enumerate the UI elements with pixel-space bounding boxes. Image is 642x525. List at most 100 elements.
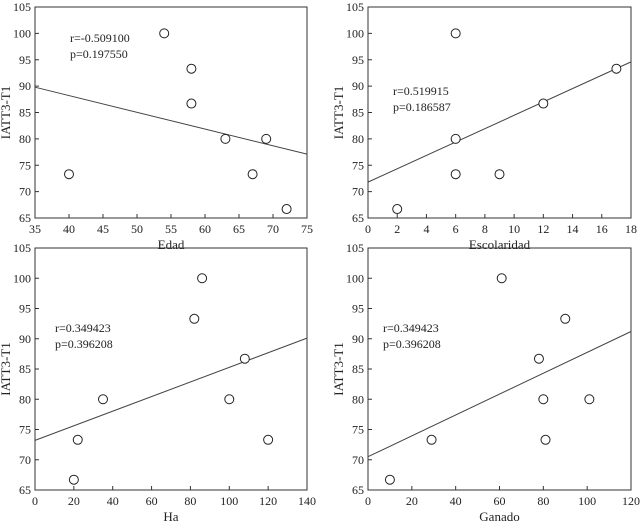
data-point <box>68 474 79 485</box>
y-tick-label: 90 <box>19 79 31 93</box>
y-tick-label: 100 <box>13 271 31 285</box>
data-point <box>247 169 258 180</box>
x-tick-label: 12 <box>537 222 549 236</box>
y-tick-label: 95 <box>19 53 31 67</box>
x-tick-label: 120 <box>622 494 640 508</box>
y-tick-label: 100 <box>346 26 364 40</box>
data-point <box>540 434 551 445</box>
data-point <box>159 28 170 39</box>
data-point <box>220 133 231 144</box>
data-point <box>224 394 235 405</box>
plot-frame <box>34 247 308 491</box>
x-tick-label: 80 <box>184 494 196 508</box>
data-point <box>186 63 197 74</box>
y-tick-label: 95 <box>19 302 31 316</box>
x-axis-label: Edad <box>158 237 185 252</box>
correlation-annotation: r=0.349423 <box>383 321 439 335</box>
x-tick-label: 50 <box>131 222 143 236</box>
x-tick-label: 80 <box>537 494 549 508</box>
x-tick-label: 2 <box>394 222 400 236</box>
scatter-panel-3: 0 20 40 60 80 100 120 140 65 70 75 80 85 90 95 100 105 Ha… <box>0 241 316 524</box>
y-tick-label: 70 <box>19 453 31 467</box>
y-axis-label: IATT3-T1 <box>331 86 346 139</box>
x-tick-label: 0 <box>365 494 371 508</box>
data-point <box>496 273 507 284</box>
data-point <box>72 434 83 445</box>
y-tick-label: 80 <box>19 392 31 406</box>
x-tick-label: 40 <box>107 494 119 508</box>
correlation-annotation: r=-0.509100 <box>70 31 130 45</box>
x-tick-label: 0 <box>365 222 371 236</box>
x-tick-label: 0 <box>32 494 38 508</box>
y-axis-label: IATT3-T1 <box>0 86 13 139</box>
correlation-annotation: p=0.396208 <box>55 337 113 351</box>
x-tick-label: 10 <box>508 222 520 236</box>
data-point <box>450 28 461 39</box>
y-tick-label: 85 <box>19 362 31 376</box>
x-tick-label: 60 <box>494 494 506 508</box>
data-point <box>538 98 549 109</box>
x-tick-label: 8 <box>482 222 488 236</box>
y-tick-label: 75 <box>352 423 364 437</box>
correlation-annotation: r=0.519915 <box>393 84 449 98</box>
y-tick-label: 90 <box>352 79 364 93</box>
x-tick-label: 4 <box>423 222 429 236</box>
data-point <box>611 63 622 74</box>
x-tick-label: 100 <box>220 494 238 508</box>
plot-frame <box>367 247 632 491</box>
y-tick-label: 65 <box>352 211 364 225</box>
y-tick-label: 85 <box>352 106 364 120</box>
y-tick-label: 80 <box>19 132 31 146</box>
x-tick-label: 60 <box>146 494 158 508</box>
data-point <box>560 313 571 324</box>
data-point <box>538 394 549 405</box>
y-tick-label: 105 <box>13 0 31 14</box>
data-point <box>239 353 250 364</box>
data-point <box>98 394 108 405</box>
scatter-panel-2: 0 2 4 6 8 10 12 14 16 18 65 70 75 80 85 90 95 100 105 Escol… <box>331 0 637 252</box>
x-tick-label: 65 <box>233 222 245 236</box>
data-point <box>584 394 595 405</box>
x-tick-label: 100 <box>578 494 596 508</box>
data-point <box>189 313 200 324</box>
x-tick-label: 40 <box>63 222 75 236</box>
data-point <box>263 434 274 445</box>
data-point <box>281 204 292 215</box>
data-point <box>197 273 208 284</box>
y-tick-label: 100 <box>13 26 31 40</box>
x-axis-label: Ha <box>163 509 178 524</box>
y-tick-label: 85 <box>19 106 31 120</box>
y-tick-label: 65 <box>19 211 31 225</box>
y-tick-label: 75 <box>352 158 364 172</box>
scatter-panel-4: 0 20 40 60 80 100 120 65 70 75 80 85 90 95 100 105 Ganad… <box>331 241 640 524</box>
data-point <box>384 474 395 485</box>
x-tick-label: 20 <box>68 494 80 508</box>
regression-line <box>367 331 632 458</box>
x-tick-label: 6 <box>453 222 459 236</box>
y-tick-label: 70 <box>352 453 364 467</box>
y-tick-label: 75 <box>19 423 31 437</box>
y-tick-label: 70 <box>19 185 31 199</box>
x-tick-label: 120 <box>259 494 277 508</box>
y-axis-label: IATT3-T1 <box>0 342 13 395</box>
y-tick-label: 80 <box>352 392 364 406</box>
data-point <box>186 98 197 109</box>
y-tick-label: 105 <box>13 241 31 255</box>
x-tick-label: 14 <box>567 222 579 236</box>
regression-line <box>367 61 632 183</box>
y-tick-label: 90 <box>19 332 31 346</box>
x-tick-label: 45 <box>97 222 109 236</box>
data-point <box>450 169 461 180</box>
y-tick-label: 90 <box>352 332 364 346</box>
x-tick-label: 70 <box>267 222 279 236</box>
regression-line <box>34 86 308 155</box>
data-point <box>426 434 437 445</box>
y-tick-label: 105 <box>346 241 364 255</box>
x-axis-label: Escolaridad <box>469 237 531 252</box>
y-tick-label: 85 <box>352 362 364 376</box>
y-tick-label: 105 <box>346 0 364 14</box>
correlation-annotation: p=0.197550 <box>70 47 128 61</box>
y-tick-label: 80 <box>352 132 364 146</box>
y-tick-label: 70 <box>352 185 364 199</box>
